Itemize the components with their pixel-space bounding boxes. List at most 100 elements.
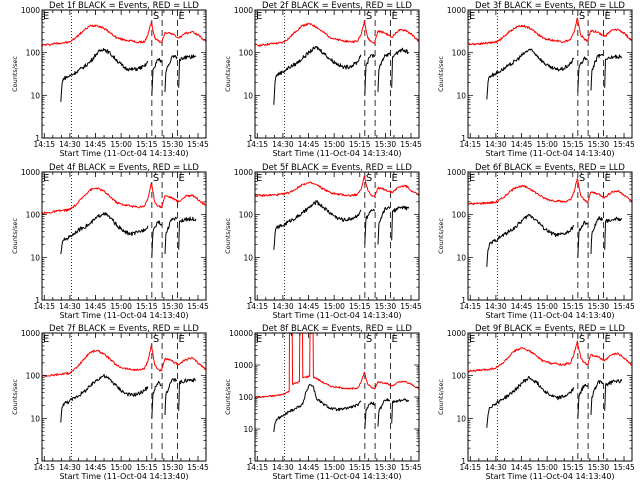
panel-1: Det 1f BLACK = Events, RED = LLD 14:15 14:… — [11, 1, 209, 158]
plot-frame — [467, 171, 633, 301]
y-axis-label: Counts/sec — [11, 56, 19, 92]
events-series-line — [273, 200, 362, 250]
plot-frame — [254, 9, 420, 139]
events-series-line — [151, 380, 162, 419]
x-tick-label: 15:30 — [588, 463, 610, 472]
panel-6: Det 6f BLACK = Events, RED = LLD 14:15 14:… — [437, 163, 635, 320]
x-tick-label: 15:15 — [349, 463, 371, 472]
series-group — [42, 182, 206, 258]
x-tick-label: 15:45 — [400, 140, 422, 149]
x-tick-label: 14:45 — [85, 302, 107, 311]
panel-title: Det 1f BLACK = Events, RED = LLD — [49, 1, 199, 11]
y-axis-label: Counts/sec — [11, 379, 19, 415]
panel-9: Det 9f BLACK = Events, RED = LLD 14:15 14:… — [437, 324, 635, 480]
y-tick-label: 10 — [456, 253, 466, 262]
time-marker-label: S — [366, 11, 372, 22]
events-series-line — [178, 54, 197, 88]
x-tick-label: 15:30 — [588, 140, 610, 149]
time-marker-label: E — [391, 334, 397, 345]
x-tick-label: 15:45 — [187, 140, 209, 149]
y-tick-label: 100 — [26, 49, 41, 58]
events-series-line — [590, 216, 604, 255]
y-tick-label: 1000 — [234, 168, 253, 177]
lld-series-line — [42, 21, 206, 47]
series-group — [255, 175, 419, 250]
y-tick-label: 100 — [452, 211, 467, 220]
x-tick-label: 15:00 — [536, 302, 558, 311]
x-tick-label: 15:00 — [323, 463, 345, 472]
x-tick-label: 15:45 — [400, 463, 422, 472]
panel-7: Det 7f BLACK = Events, RED = LLD 14:15 14:… — [11, 324, 209, 480]
events-series-line — [391, 205, 410, 241]
plot-frame — [254, 171, 420, 301]
y-tick-label: 10 — [30, 253, 40, 262]
panel-title: Det 9f BLACK = Events, RED = LLD — [475, 324, 625, 334]
events-series-line — [273, 383, 362, 433]
y-tick-label: 10 — [243, 253, 253, 262]
y-tick-label: 10 — [243, 91, 253, 100]
events-series-line — [60, 212, 149, 255]
events-series-line — [486, 213, 575, 267]
time-marker-label: E — [469, 173, 475, 184]
y-tick-label: 100 — [239, 49, 254, 58]
events-series-line — [377, 398, 391, 427]
y-axis-label: Counts/sec — [437, 379, 445, 415]
time-marker-label: S — [366, 173, 372, 184]
x-tick-label: 14:30 — [485, 463, 507, 472]
series-group — [255, 333, 419, 433]
time-marker-label: S — [579, 334, 585, 345]
events-series-line — [590, 380, 604, 416]
time-marker-label: S — [579, 11, 585, 22]
x-axis-label: Start Time (11-Oct-04 14:13:40) — [272, 149, 401, 158]
x-tick-label: 15:30 — [588, 302, 610, 311]
time-marker-label: E — [178, 334, 184, 345]
y-tick-label: 100 — [239, 393, 254, 402]
x-tick-label: 15:00 — [536, 463, 558, 472]
plot-frame — [41, 171, 207, 301]
time-marker-label: E — [178, 11, 184, 22]
series-group — [255, 20, 419, 105]
y-tick-label: 100 — [239, 211, 254, 220]
x-tick-label: 14:15 — [459, 302, 481, 311]
events-series-line — [151, 220, 163, 258]
series-group — [42, 344, 206, 423]
events-series-line — [364, 401, 376, 430]
x-tick-label: 15:30 — [375, 463, 397, 472]
plot-frame — [41, 332, 207, 462]
panel-title: Det 5f BLACK = Events, RED = LLD — [262, 163, 412, 173]
lld-series-line — [468, 340, 632, 373]
y-tick-label: 100 — [26, 211, 41, 220]
x-tick-label: 15:30 — [162, 463, 184, 472]
events-series-line — [577, 220, 588, 258]
plot-frame — [467, 332, 633, 462]
y-tick-label: 1 — [248, 134, 253, 143]
y-tick-label: 100 — [452, 372, 467, 381]
x-axis-label: Start Time (11-Oct-04 14:13:40) — [485, 149, 614, 158]
y-tick-label: 1000 — [21, 168, 40, 177]
events-series-line — [178, 377, 197, 411]
series-group — [42, 21, 206, 102]
panel-title: Det 4f BLACK = Events, RED = LLD — [49, 163, 199, 173]
x-tick-label: 14:45 — [298, 463, 320, 472]
y-axis-label: Counts/sec — [224, 379, 232, 415]
time-marker-label: E — [604, 11, 610, 22]
events-series-line — [151, 57, 163, 96]
events-series-line — [604, 216, 623, 250]
events-series-line — [590, 54, 604, 91]
time-marker-label: S — [153, 11, 159, 22]
x-tick-label: 15:15 — [136, 140, 158, 149]
panel-3: Det 3f BLACK = Events, RED = LLD 14:15 14:… — [437, 1, 635, 158]
y-axis-label: Counts/sec — [224, 218, 232, 254]
panel-4: Det 4f BLACK = Events, RED = LLD 14:15 14:… — [11, 163, 209, 320]
x-tick-label: 14:30 — [59, 463, 81, 472]
x-tick-label: 14:30 — [272, 463, 294, 472]
time-marker-label: E — [256, 11, 262, 22]
x-tick-label: 14:15 — [33, 302, 55, 311]
panel-title: Det 7f BLACK = Events, RED = LLD — [49, 324, 199, 334]
x-tick-label: 15:45 — [187, 463, 209, 472]
y-axis-label: Counts/sec — [11, 218, 19, 254]
y-tick-label: 100 — [26, 372, 41, 381]
x-tick-label: 14:45 — [85, 140, 107, 149]
lld-series-line — [468, 178, 632, 206]
time-marker-label: S — [153, 173, 159, 184]
